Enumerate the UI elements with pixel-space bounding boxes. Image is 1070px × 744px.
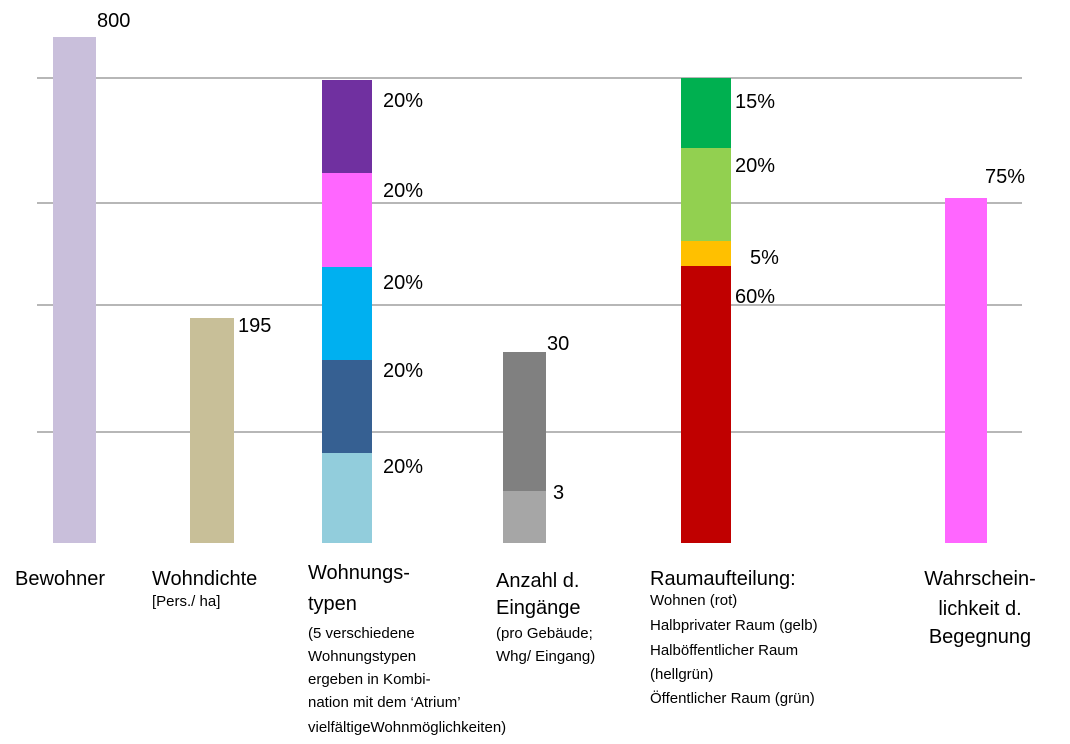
column-title: Wahrschein- — [924, 568, 1036, 590]
column-title: lichkeit d. — [938, 598, 1021, 620]
bar-label: 20% — [383, 180, 423, 202]
bar-label: 30 — [547, 333, 569, 355]
column-note: Halböffentlicher Raum — [650, 642, 798, 659]
bar-segment — [681, 266, 731, 543]
bar-segment — [322, 80, 372, 173]
bar-label: 195 — [238, 315, 271, 337]
bar-label: 3 — [553, 482, 564, 504]
bar-segment — [681, 148, 731, 241]
column-note: Öffentlicher Raum (grün) — [650, 689, 815, 707]
bar-label: 15% — [735, 91, 775, 113]
bar-label: 60% — [735, 286, 775, 308]
bar-segment — [322, 453, 372, 543]
bar-label: 20% — [383, 360, 423, 382]
column-title: Raumaufteilung: — [650, 568, 796, 590]
column-title: Wohnungs- — [308, 562, 410, 584]
bar-segment — [681, 241, 731, 266]
column-note: vielfältigeWohnmöglichkeiten) — [308, 719, 506, 736]
column-note: nation mit dem ‘Atrium’ — [308, 694, 461, 711]
column-title: Bewohner — [15, 568, 105, 590]
column-note: (hellgrün) — [650, 666, 713, 683]
bar-labels: 800 195 20% 20% 20% 20% 20% 30 3 15% 20%… — [97, 10, 1025, 504]
bar-segment — [322, 173, 372, 267]
bar-label: 20% — [383, 456, 423, 478]
bars — [53, 37, 987, 543]
bar-segment — [681, 78, 731, 148]
bar-label: 20% — [383, 90, 423, 112]
bar — [53, 37, 96, 543]
column-note: ergeben in Kombi- — [308, 671, 431, 688]
bar-segment — [503, 352, 546, 491]
bar-label: 20% — [383, 272, 423, 294]
bar-segment — [503, 491, 546, 543]
bar — [190, 318, 234, 543]
column-title: Eingänge — [496, 597, 581, 619]
column-titles: Bewohner Wohndichte [Pers./ ha] Wohnungs… — [15, 562, 1036, 736]
column-note: (5 verschiedene — [308, 625, 415, 642]
column-note: Wohnen (rot) — [650, 592, 737, 609]
bar-segment — [322, 267, 372, 360]
column-title: Anzahl d. — [496, 570, 579, 592]
bar-label: 5% — [750, 247, 779, 269]
column-title: typen — [308, 593, 357, 615]
column-note: Whg/ Eingang) — [496, 648, 595, 665]
bar-label: 20% — [735, 155, 775, 177]
column-note: [Pers./ ha] — [152, 593, 220, 610]
bar — [945, 198, 987, 543]
bar-label: 800 — [97, 10, 130, 32]
column-note: (pro Gebäude; — [496, 625, 593, 642]
column-note: Halbprivater Raum (gelb) — [650, 617, 818, 634]
column-title: Begegnung — [929, 626, 1031, 648]
bar-label: 75% — [985, 166, 1025, 188]
column-title: Wohndichte — [152, 568, 257, 590]
column-note: Wohnungstypen — [308, 648, 416, 665]
bar-segment — [322, 360, 372, 453]
